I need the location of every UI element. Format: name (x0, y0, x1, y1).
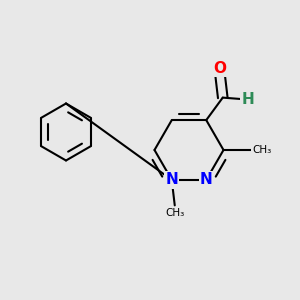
Text: H: H (241, 92, 254, 106)
Text: CH₃: CH₃ (165, 208, 184, 218)
Text: N: N (165, 172, 178, 188)
Text: O: O (213, 61, 226, 76)
Text: CH₃: CH₃ (252, 145, 271, 155)
Text: N: N (200, 172, 213, 188)
